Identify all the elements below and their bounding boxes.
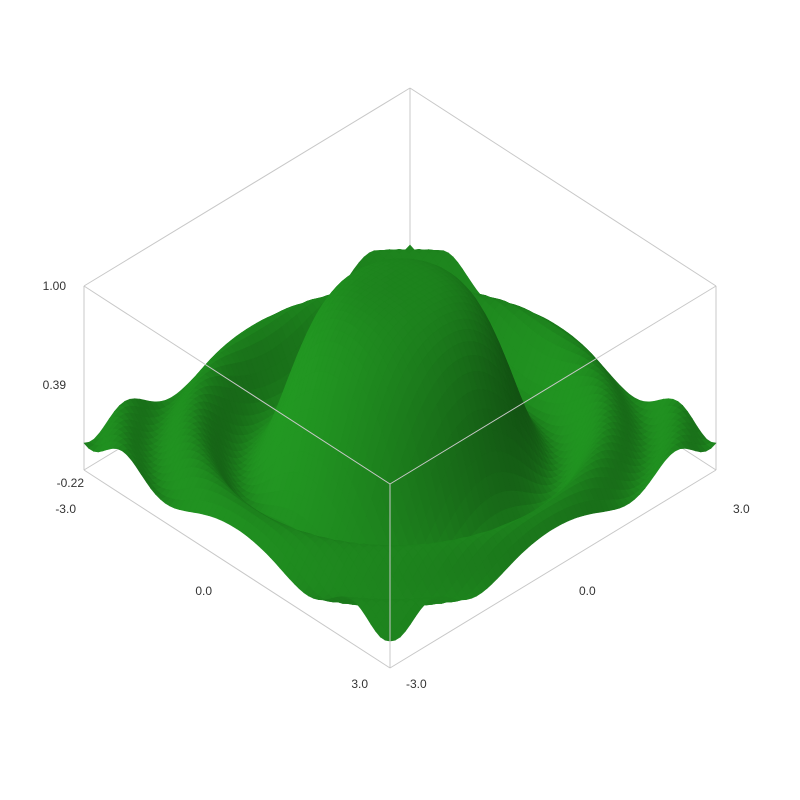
y-tick-label-end: 3.0 <box>733 502 750 516</box>
x-tick-label-start: -3.0 <box>55 502 76 516</box>
bounding-box-back-edge-4 <box>83 87 411 287</box>
y-tick-label-mid: 0.0 <box>579 584 596 598</box>
x-tick-label-mid: 0.0 <box>195 584 212 598</box>
bounding-box-front-edge-0 <box>83 469 391 669</box>
z-tick-label-mid: 0.39 <box>43 378 67 392</box>
bounding-box-front <box>83 285 717 669</box>
bounding-box-front-edge-3 <box>83 285 391 485</box>
bounding-box-front-edge-1 <box>389 469 717 669</box>
y-tick-label-start: -3.0 <box>406 677 427 691</box>
bounding-box-front-edge-4 <box>389 285 717 485</box>
x-tick-label-end: 3.0 <box>351 677 368 691</box>
bounding-box-back-edge-3 <box>409 87 717 287</box>
z-tick-label-top: 1.00 <box>43 279 67 293</box>
surface-mesh <box>83 244 717 642</box>
z-tick-label-bottom: -0.22 <box>57 476 85 490</box>
